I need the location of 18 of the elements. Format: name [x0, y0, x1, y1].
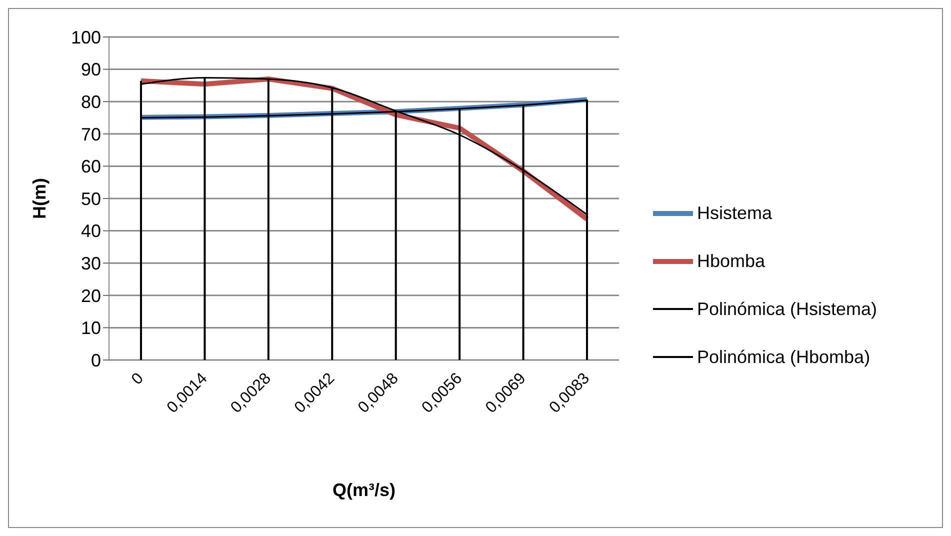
y-axis-title: H(m): [29, 178, 50, 219]
y-tick-label: 40: [80, 221, 101, 242]
y-tick-label: 70: [80, 124, 101, 144]
y-tick-label: 90: [80, 60, 101, 80]
legend-label: Hsistema: [697, 202, 772, 224]
y-tick-label: 10: [80, 318, 101, 338]
legend-label: Polinómica (Hbomba): [697, 346, 870, 368]
y-tick-label: 60: [80, 156, 101, 177]
y-tick-label: 80: [80, 92, 101, 112]
y-tick-label: 100: [70, 27, 101, 48]
x-tick-label: 0: [128, 370, 148, 388]
y-tick-label: 30: [80, 253, 101, 274]
y-tick-label: 20: [80, 286, 101, 306]
legend-label: Polinómica (Hsistema): [697, 298, 878, 320]
x-axis-title: Q(m³/s): [332, 480, 396, 501]
y-tick-label: 50: [80, 188, 101, 209]
legend-label: Hbomba: [697, 250, 766, 272]
y-tick-label: 0: [90, 350, 101, 370]
